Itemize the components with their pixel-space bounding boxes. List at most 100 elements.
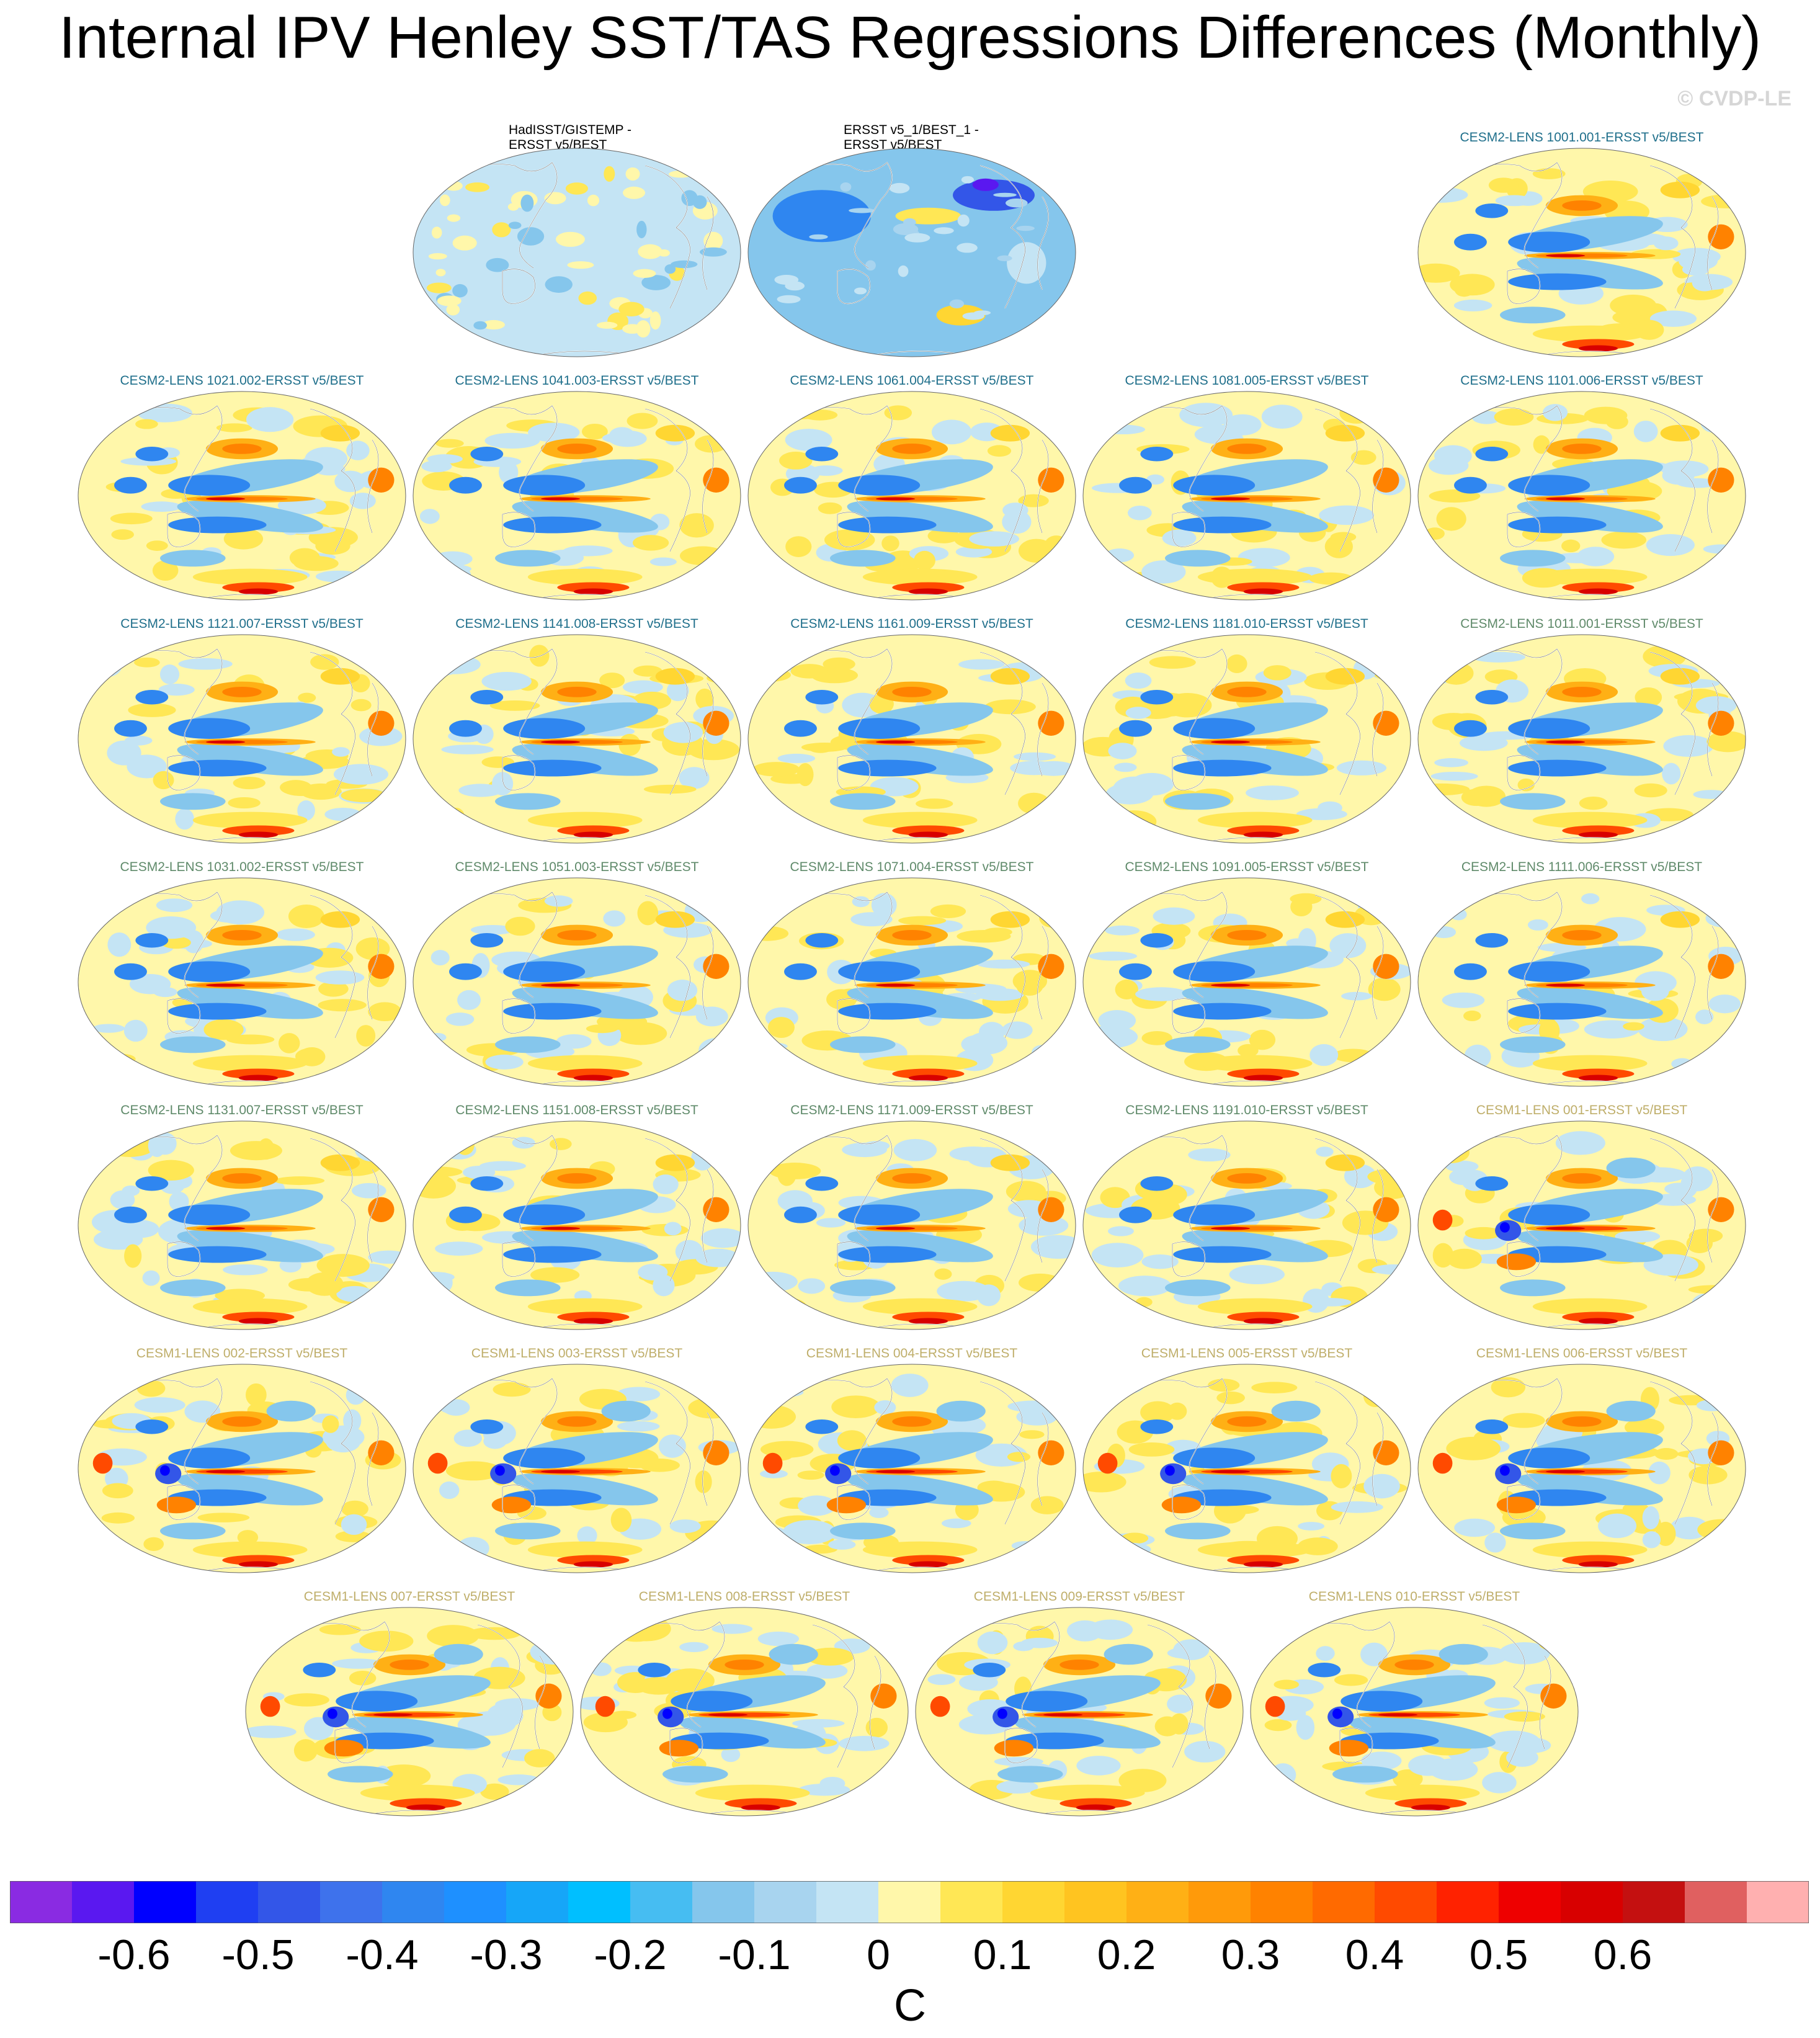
colorbar-tick-label: 0.2: [1097, 1931, 1156, 1978]
map-panel-title: CESM2-LENS 1051.003-ERSST v5/BEST: [455, 860, 699, 874]
colorbar-segment: [1126, 1881, 1189, 1923]
global-map: [413, 1364, 741, 1573]
colorbar-segment: [382, 1881, 445, 1923]
global-map: [1250, 1607, 1579, 1817]
global-map: [1417, 1364, 1746, 1573]
map-panel: CESM2-LENS 1141.008-ERSST v5/BEST: [409, 610, 744, 846]
map-panel: CESM2-LENS 1131.007-ERSST v5/BEST: [74, 1097, 409, 1333]
global-map: [413, 877, 741, 1087]
map-panel: CESM1-LENS 001-ERSST v5/BEST: [1414, 1097, 1749, 1333]
colorbar-segment: [506, 1881, 569, 1923]
global-map: [1082, 634, 1411, 844]
colorbar-segment: [1561, 1881, 1623, 1923]
colorbar-units: C: [894, 1981, 926, 2031]
global-map: [1417, 1120, 1746, 1330]
map-panel-title: CESM2-LENS 1071.004-ERSST v5/BEST: [790, 860, 1034, 874]
global-map: [1082, 391, 1411, 601]
map-panel-title: CESM2-LENS 1021.002-ERSST v5/BEST: [120, 373, 364, 388]
map-panel-title: CESM2-LENS 1031.002-ERSST v5/BEST: [120, 860, 364, 874]
colorbar-segment: [1747, 1881, 1809, 1923]
colorbar-segment: [878, 1881, 941, 1923]
colorbar-tick-label: 0.4: [1345, 1931, 1404, 1978]
colorbar-segment: [940, 1881, 1003, 1923]
map-panel-title: CESM2-LENS 1161.009-ERSST v5/BEST: [790, 617, 1033, 631]
map-panel: CESM2-LENS 1161.009-ERSST v5/BEST: [744, 610, 1079, 846]
map-panel: CESM2-LENS 1121.007-ERSST v5/BEST: [74, 610, 409, 846]
global-map: [245, 1607, 574, 1817]
colorbar-segment: [754, 1881, 817, 1923]
colorbar-segment: [196, 1881, 259, 1923]
colorbar-segment: [1375, 1881, 1437, 1923]
global-map: [78, 634, 406, 844]
map-panel: CESM2-LENS 1081.005-ERSST v5/BEST: [1079, 367, 1414, 603]
global-map: [78, 391, 406, 601]
map-panel: CESM2-LENS 1101.006-ERSST v5/BEST: [1414, 367, 1749, 603]
map-panel: CESM2-LENS 1041.003-ERSST v5/BEST: [409, 367, 744, 603]
map-panel: CESM2-LENS 1001.001-ERSST v5/BEST: [1414, 124, 1749, 360]
colorbar-tick-label: 0.3: [1221, 1931, 1280, 1978]
map-panel-title: CESM2-LENS 1171.009-ERSST v5/BEST: [790, 1103, 1033, 1117]
colorbar-segment: [1064, 1881, 1127, 1923]
global-map: [78, 877, 406, 1087]
global-map: [1082, 1120, 1411, 1330]
map-panel: CESM1-LENS 005-ERSST v5/BEST: [1079, 1340, 1414, 1576]
global-map: [747, 148, 1076, 357]
colorbar-segment: [1313, 1881, 1375, 1923]
colorbar-segment: [1623, 1881, 1685, 1923]
map-panel: CESM1-LENS 008-ERSST v5/BEST: [577, 1583, 912, 1819]
figure-title: Internal IPV Henley SST/TAS Regressions …: [58, 4, 1762, 71]
map-panel: CESM2-LENS 1181.010-ERSST v5/BEST: [1079, 610, 1414, 846]
map-panel-title: CESM1-LENS 002-ERSST v5/BEST: [136, 1346, 348, 1361]
map-panel: HadISST/GISTEMP - ERSST v5/BEST: [409, 123, 744, 360]
colorbar-segment: [258, 1881, 321, 1923]
global-map: [1082, 1364, 1411, 1573]
global-map: [1417, 877, 1746, 1087]
map-panel-title: CESM1-LENS 001-ERSST v5/BEST: [1476, 1103, 1688, 1117]
colorbar-tick-label: -0.5: [221, 1931, 295, 1978]
colorbar: [10, 1881, 1809, 1923]
map-panel-title: CESM2-LENS 1191.010-ERSST v5/BEST: [1125, 1103, 1368, 1117]
map-panel-title: CESM2-LENS 1011.001-ERSST v5/BEST: [1460, 617, 1703, 631]
map-panel: CESM2-LENS 1011.001-ERSST v5/BEST: [1414, 610, 1749, 846]
map-panel: CESM2-LENS 1091.005-ERSST v5/BEST: [1079, 854, 1414, 1089]
map-panel-title: CESM1-LENS 003-ERSST v5/BEST: [471, 1346, 683, 1361]
map-panel-title: CESM2-LENS 1081.005-ERSST v5/BEST: [1125, 373, 1369, 388]
colorbar-segment: [134, 1881, 197, 1923]
global-map: [1417, 634, 1746, 844]
global-map: [413, 148, 741, 357]
map-panel: CESM2-LENS 1111.006-ERSST v5/BEST: [1414, 854, 1749, 1089]
global-map: [413, 634, 741, 844]
colorbar-segment: [1499, 1881, 1561, 1923]
global-map: [1417, 148, 1746, 357]
map-panel-title: CESM2-LENS 1111.006-ERSST v5/BEST: [1461, 860, 1703, 874]
map-panel: CESM1-LENS 007-ERSST v5/BEST: [242, 1583, 577, 1819]
map-panel: CESM2-LENS 1171.009-ERSST v5/BEST: [744, 1097, 1079, 1333]
colorbar-segment: [1251, 1881, 1313, 1923]
colorbar-tick-label: 0.6: [1593, 1931, 1653, 1978]
colorbar-segment: [1685, 1881, 1747, 1923]
colorbar-segment: [1189, 1881, 1251, 1923]
map-panel-title: CESM2-LENS 1041.003-ERSST v5/BEST: [455, 373, 699, 388]
global-map: [580, 1607, 909, 1817]
global-map: [1417, 391, 1746, 601]
map-panel: CESM2-LENS 1061.004-ERSST v5/BEST: [744, 367, 1079, 603]
global-map: [915, 1607, 1244, 1817]
map-panel: CESM2-LENS 1151.008-ERSST v5/BEST: [409, 1097, 744, 1333]
map-panel: CESM2-LENS 1021.002-ERSST v5/BEST: [74, 367, 409, 603]
colorbar-segment: [444, 1881, 507, 1923]
map-panel-title: CESM1-LENS 005-ERSST v5/BEST: [1141, 1346, 1353, 1361]
colorbar-tick-label: -0.1: [718, 1931, 791, 1978]
colorbar-tick-label: -0.3: [470, 1931, 543, 1978]
map-panel-title: CESM1-LENS 004-ERSST v5/BEST: [806, 1346, 1018, 1361]
global-map: [413, 1120, 741, 1330]
colorbar-segment: [10, 1881, 73, 1923]
map-panel-title: CESM1-LENS 010-ERSST v5/BEST: [1308, 1589, 1520, 1604]
colorbar-segment: [1002, 1881, 1065, 1923]
map-panel: CESM1-LENS 003-ERSST v5/BEST: [409, 1340, 744, 1576]
map-panel: CESM2-LENS 1191.010-ERSST v5/BEST: [1079, 1097, 1414, 1333]
map-panel-title: CESM1-LENS 009-ERSST v5/BEST: [973, 1589, 1185, 1604]
map-panel: ERSST v5_1/BEST_1 - ERSST v5/BEST: [744, 123, 1079, 360]
colorbar-segment: [816, 1881, 879, 1923]
global-map: [747, 1364, 1076, 1573]
map-panel: CESM2-LENS 1071.004-ERSST v5/BEST: [744, 854, 1079, 1089]
